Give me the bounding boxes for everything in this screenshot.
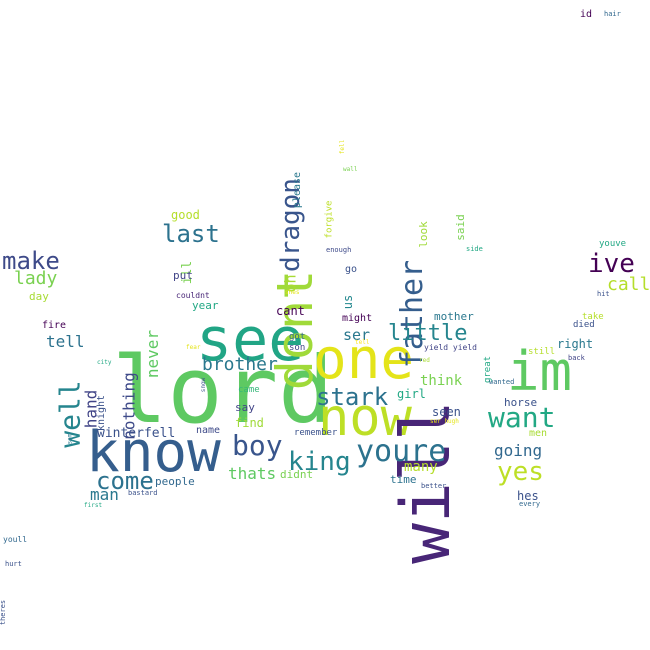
word-year: year: [192, 299, 219, 312]
word-fire: fire: [42, 320, 67, 331]
word-lady: lady: [14, 268, 58, 289]
word-son: son: [289, 343, 306, 353]
word-cant: cant: [276, 304, 305, 318]
word-put: put: [173, 269, 193, 282]
word-youre: youre: [356, 434, 447, 469]
word-hit: hit: [597, 290, 610, 298]
word-bastard: bastard: [128, 489, 158, 497]
word-thats: thats: [228, 464, 277, 483]
word-see: see: [196, 305, 305, 375]
word-tell: tell: [46, 332, 85, 351]
word-come: come: [96, 467, 154, 495]
word-hair: hair: [604, 10, 621, 18]
word-snow: snow: [200, 377, 208, 393]
word-yes: yes: [497, 457, 544, 487]
word-ser-hugh: ser hugh: [430, 418, 459, 425]
word-us: us: [341, 294, 356, 310]
word-theres: theres: [0, 599, 8, 626]
word-knight: knight: [96, 394, 108, 432]
word-king: king: [288, 447, 351, 477]
word-sam: sam: [65, 433, 73, 444]
word-ser: ser: [343, 326, 371, 344]
word-go: go: [345, 264, 358, 275]
word-red: red: [419, 357, 430, 364]
word-city: city: [97, 359, 112, 366]
word-wall: wall: [343, 166, 358, 173]
word-might: might: [342, 313, 373, 324]
word-back: back: [568, 354, 585, 362]
word-every: every: [519, 500, 541, 508]
word-time: time: [390, 473, 417, 486]
word-seen: seen: [432, 405, 461, 419]
word-shes: shes: [285, 289, 300, 296]
word-going: going: [494, 441, 543, 460]
word-ive: ive: [588, 249, 635, 279]
word-day: day: [29, 290, 49, 303]
word-brother: brother: [202, 354, 278, 375]
word-died: died: [573, 320, 595, 330]
word-never: never: [143, 329, 163, 379]
word-find: find: [235, 416, 264, 430]
word-yield-yield: yield yield: [424, 343, 477, 352]
word-tell: tell: [355, 339, 370, 346]
word-hes: hes: [517, 489, 539, 503]
word-boy: boy: [232, 429, 283, 462]
word-say: say: [235, 401, 255, 414]
word-youll: youll: [3, 535, 28, 544]
word-good: good: [171, 208, 200, 222]
word-winterfell: winterfell: [97, 426, 176, 441]
word-girl: girl: [397, 387, 426, 401]
word-said: said: [453, 214, 467, 241]
word-know: know: [86, 420, 221, 485]
word-one: one: [313, 327, 415, 392]
word-enough: enough: [326, 246, 352, 254]
word-last: last: [162, 220, 220, 248]
word-couldnt: couldnt: [176, 291, 210, 300]
word-look: look: [416, 221, 430, 248]
word-hurt: hurt: [5, 560, 22, 568]
word-wanted: wanted: [489, 378, 515, 386]
word-first: first: [84, 502, 103, 509]
word-side: side: [466, 245, 483, 253]
word-men: men: [529, 428, 548, 439]
word-horse: horse: [504, 396, 538, 409]
word-now: now: [318, 388, 412, 448]
word-didnt: didnt: [280, 468, 314, 481]
word-think: think: [420, 373, 463, 389]
word-mother: mother: [434, 310, 474, 323]
word-lord: lord: [112, 337, 334, 444]
word-id: id: [580, 9, 593, 20]
word-stark: stark: [316, 383, 389, 411]
word-right: right: [557, 337, 594, 351]
word-many: many: [404, 459, 438, 475]
word-call: call: [607, 274, 650, 295]
word-take: take: [582, 312, 604, 322]
word-please: please: [292, 171, 304, 209]
word-still: still: [528, 347, 556, 357]
word-remember: remember: [294, 428, 338, 438]
word-came: came: [238, 385, 260, 395]
word-want: want: [488, 401, 556, 434]
word-people: people: [155, 475, 195, 488]
word-im: im: [507, 340, 573, 403]
word-man: man: [90, 485, 119, 504]
word-youve: youve: [599, 239, 627, 249]
word-name: name: [196, 425, 221, 436]
word-fear: fear: [186, 344, 201, 351]
word-forgive: forgive: [323, 200, 334, 238]
word-got: got: [289, 332, 306, 342]
word-fell: fell: [339, 139, 347, 155]
word-little: little: [388, 321, 468, 346]
word-better: better: [421, 482, 447, 490]
word-make: make: [2, 247, 60, 275]
